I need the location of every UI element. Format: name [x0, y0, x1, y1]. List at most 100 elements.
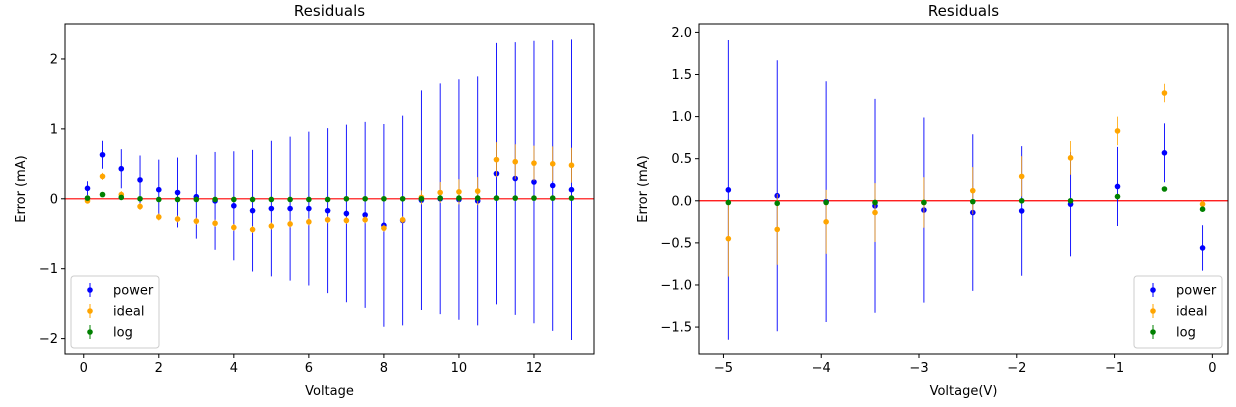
data-point [137, 177, 143, 183]
x-axis-label: Voltage [305, 384, 354, 399]
data-point [381, 225, 387, 231]
y-tick-label: 0.0 [671, 194, 692, 209]
data-point [155, 186, 162, 193]
data-point [362, 195, 368, 202]
data-point [306, 196, 312, 203]
y-tick-label: −1 [39, 262, 58, 277]
data-point [193, 196, 200, 203]
data-point [493, 195, 500, 201]
data-point [823, 199, 829, 206]
y-tick-label: 1.0 [671, 110, 692, 125]
y-tick-label: −1.5 [660, 321, 692, 336]
series-ideal [84, 142, 575, 234]
series-power [725, 39, 1206, 340]
data-point [155, 196, 162, 203]
legend-box [70, 275, 160, 349]
data-point [437, 195, 443, 201]
data-point [774, 200, 781, 207]
data-point [512, 195, 519, 201]
series-log [725, 186, 1206, 213]
data-point [1114, 128, 1121, 134]
data-point [1114, 183, 1121, 190]
data-point [174, 216, 181, 222]
legend-marker [1150, 287, 1156, 293]
data-point [343, 195, 350, 202]
x-tick-label: −5 [714, 361, 733, 376]
data-point [725, 199, 732, 206]
data-point [1018, 208, 1025, 214]
x-tick-label: −3 [909, 361, 928, 376]
data-point [174, 189, 181, 196]
y-tick-label: 1 [50, 122, 58, 137]
data-point [343, 217, 350, 224]
data-point [1018, 173, 1025, 180]
data-point [418, 195, 425, 202]
data-point [872, 209, 878, 216]
residuals-chart-negative-voltage: Residuals −5 −4 −3 −2 −1 0 −1.5 −1.0 −0.5 0.0 0.5 1.… [636, 2, 1229, 399]
chart-title: Residuals [928, 2, 999, 20]
data-point [287, 221, 293, 227]
data-point [324, 216, 331, 223]
x-tick-label: 12 [526, 361, 543, 376]
data-point [99, 151, 106, 158]
data-point [1114, 193, 1121, 200]
data-point [212, 220, 218, 227]
data-point [969, 187, 976, 194]
plot-frame [698, 23, 1229, 355]
data-point [568, 186, 575, 193]
data-point [1199, 201, 1206, 207]
y-tick-label: −1.0 [660, 278, 692, 293]
series-log [84, 191, 575, 203]
y-tick-label: −0.5 [660, 236, 692, 251]
x-tick-label: 8 [380, 361, 388, 376]
x-tick-label: −1 [1105, 361, 1124, 376]
x-tick-label: 2 [155, 361, 163, 376]
y-tick-label: 0 [50, 192, 58, 207]
data-point [137, 195, 143, 202]
data-point [99, 173, 106, 180]
legend-label: log [113, 326, 133, 341]
data-point [568, 195, 575, 201]
data-point [324, 207, 331, 214]
data-point [193, 218, 200, 224]
data-point [531, 179, 537, 185]
y-tick-label: 1.5 [671, 68, 692, 83]
data-point [456, 195, 462, 201]
legend-label: ideal [1176, 305, 1207, 320]
x-tick-label: 6 [305, 361, 313, 376]
series-ideal [725, 83, 1206, 277]
data-point [1067, 155, 1074, 161]
data-point [231, 224, 237, 231]
chart-title: Residuals [294, 2, 365, 20]
data-point [437, 189, 443, 196]
data-point [493, 156, 500, 163]
data-point [1161, 186, 1168, 192]
data-point [725, 187, 732, 193]
data-point [399, 216, 406, 223]
data-point [1018, 197, 1025, 204]
data-point [1067, 197, 1074, 204]
data-point [99, 191, 106, 198]
y-tick-label: 2 [50, 52, 58, 67]
data-point [362, 216, 368, 223]
data-point [1199, 245, 1206, 251]
y-tick-label: 0.5 [671, 152, 692, 167]
data-point [549, 161, 556, 167]
data-point [921, 199, 927, 206]
legend-label: ideal [113, 305, 144, 320]
x-tick-label: −4 [812, 361, 831, 376]
data-point [725, 235, 732, 242]
plot-frame [64, 23, 595, 355]
x-tick-label: 0 [1208, 361, 1216, 376]
x-tick-label: 0 [80, 361, 88, 376]
data-point [474, 188, 481, 194]
data-point [823, 219, 829, 225]
data-point [456, 188, 462, 195]
legend-box [1133, 275, 1223, 349]
data-point [231, 196, 237, 203]
data-point [287, 205, 293, 212]
data-point [268, 205, 275, 212]
data-point [118, 194, 125, 201]
